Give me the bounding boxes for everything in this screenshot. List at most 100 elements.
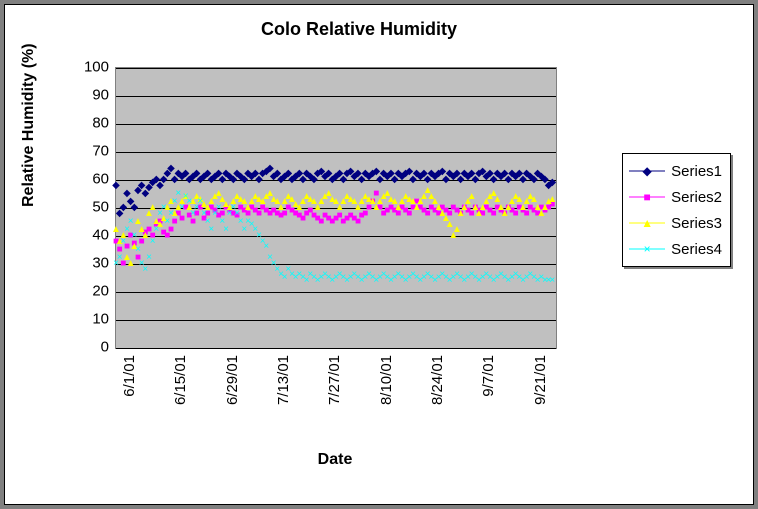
data-point: ◆ — [167, 164, 175, 174]
gridline — [116, 208, 556, 209]
data-point: ■ — [370, 197, 376, 207]
data-point: × — [197, 197, 203, 207]
data-point: ■ — [322, 211, 328, 221]
legend-label: Series4 — [671, 241, 722, 258]
data-point: ▲ — [192, 192, 202, 202]
data-point: ■ — [344, 214, 350, 224]
data-point: ■ — [274, 209, 280, 219]
legend-label: Series1 — [671, 163, 722, 180]
data-point: ◆ — [534, 169, 542, 179]
data-point: ◆ — [523, 169, 531, 179]
data-point: × — [447, 276, 453, 286]
data-point: ◆ — [325, 169, 333, 179]
x-tick-label: 7/27/01 — [326, 355, 343, 415]
legend-swatch: × — [629, 242, 665, 256]
data-point: ◆ — [123, 189, 131, 199]
data-point: ▲ — [298, 197, 308, 207]
chart-title: Colo Relative Humidity — [5, 19, 713, 40]
data-point: ▲ — [115, 237, 125, 247]
gridline — [116, 180, 556, 181]
gridline — [116, 96, 556, 97]
data-point: ■ — [447, 209, 453, 219]
data-point: ◆ — [453, 169, 461, 179]
data-point: ■ — [326, 214, 332, 224]
data-point: ▲ — [338, 197, 348, 207]
data-point: ▲ — [489, 189, 499, 199]
data-point: × — [483, 270, 489, 280]
data-point: × — [392, 273, 398, 283]
data-point: ■ — [256, 209, 262, 219]
data-point: × — [461, 276, 467, 286]
y-tick-label: 30 — [69, 255, 109, 272]
data-point: × — [117, 253, 123, 263]
data-point: × — [135, 245, 141, 255]
data-point: × — [296, 270, 302, 280]
x-tick-label: 8/24/01 — [429, 355, 446, 415]
legend-label: Series2 — [671, 189, 722, 206]
data-point: ▲ — [188, 197, 198, 207]
data-point: × — [201, 209, 207, 219]
gridline — [116, 320, 556, 321]
data-point: ■ — [216, 211, 222, 221]
y-tick-label: 10 — [69, 311, 109, 328]
data-point: ■ — [491, 209, 497, 219]
data-point: ◆ — [141, 189, 149, 199]
data-point: × — [344, 276, 350, 286]
data-point: ◆ — [427, 169, 435, 179]
legend-item: × Series4 — [629, 236, 722, 262]
data-point: ▲ — [441, 214, 451, 224]
data-point: × — [516, 273, 522, 283]
data-point: ▲ — [111, 225, 121, 235]
data-point: × — [120, 237, 126, 247]
data-point: ▲ — [181, 192, 191, 202]
data-point: ■ — [179, 214, 185, 224]
data-point: ▲ — [122, 253, 132, 263]
data-point: ▲ — [129, 242, 139, 252]
data-point: ◆ — [361, 169, 369, 179]
data-point: ◆ — [284, 169, 292, 179]
data-point: ▲ — [217, 195, 227, 205]
data-point: ■ — [359, 211, 365, 221]
data-point: ◆ — [295, 169, 303, 179]
y-tick-label: 40 — [69, 227, 109, 244]
data-point: ◆ — [508, 169, 516, 179]
data-point: ◆ — [266, 164, 274, 174]
data-point: ▲ — [397, 197, 407, 207]
data-point: ■ — [373, 189, 379, 199]
data-point: ▲ — [529, 195, 539, 205]
gridline — [116, 124, 556, 125]
x-tick-label: 9/7/01 — [480, 355, 497, 415]
data-point: × — [395, 270, 401, 280]
data-point: ◆ — [347, 167, 355, 177]
data-point: ◆ — [182, 169, 190, 179]
data-point: ▲ — [379, 192, 389, 202]
data-point: ▲ — [144, 209, 154, 219]
data-point: ▲ — [404, 195, 414, 205]
data-point: × — [425, 270, 431, 280]
y-tick-label: 80 — [69, 115, 109, 132]
y-tick-label: 50 — [69, 199, 109, 216]
gridline — [116, 68, 556, 69]
data-point: × — [370, 273, 376, 283]
data-point: ■ — [469, 209, 475, 219]
data-point: ■ — [157, 217, 163, 227]
data-point: ■ — [282, 209, 288, 219]
data-point: ▲ — [544, 197, 554, 207]
data-point: × — [238, 217, 244, 227]
data-point: ▲ — [232, 192, 242, 202]
data-point: ▲ — [467, 192, 477, 202]
data-point: ▲ — [419, 192, 429, 202]
data-point: ◆ — [251, 169, 259, 179]
data-point: ■ — [315, 214, 321, 224]
data-point: × — [205, 217, 211, 227]
data-point: ▲ — [258, 197, 268, 207]
data-point: × — [472, 273, 478, 283]
data-point: ▲ — [408, 197, 418, 207]
data-point: × — [450, 273, 456, 283]
data-point: × — [172, 197, 178, 207]
data-point: ◆ — [156, 181, 164, 191]
data-point: ▲ — [239, 197, 249, 207]
data-point: ▲ — [368, 197, 378, 207]
data-point: ◆ — [145, 183, 153, 193]
data-point: ▲ — [265, 189, 275, 199]
